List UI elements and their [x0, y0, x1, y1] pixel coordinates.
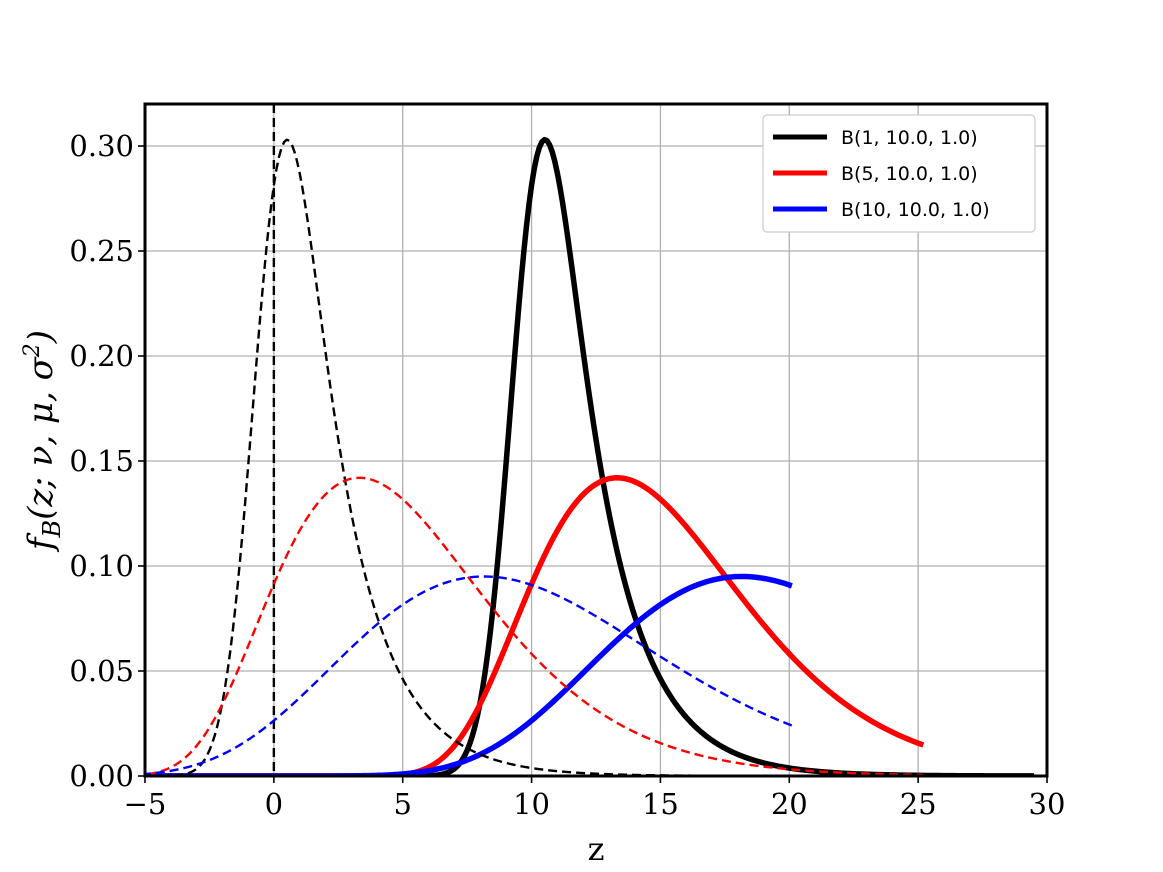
x-tick-label: −5: [124, 787, 167, 821]
x-tick-label: 0: [265, 787, 283, 821]
y-tick-label: 0.30: [69, 129, 134, 163]
y-label-close: ): [21, 330, 61, 344]
axes-border: [143, 102, 1049, 778]
x-tick-label: 25: [900, 787, 937, 821]
x-tick-label: 5: [393, 787, 411, 821]
y-tick-label: 0.20: [69, 339, 134, 373]
series-line-dashed: [145, 138, 1035, 776]
axes-frame: [143, 102, 1049, 778]
x-axis-label: z: [588, 830, 605, 868]
legend-label-2: B(10, 10.0, 1.0): [841, 199, 990, 221]
x-tick-label: 20: [771, 787, 808, 821]
svg-text:fB(z; ν, μ, σ2): fB(z; ν, μ, σ2): [20, 330, 66, 553]
series-line-dashed: [145, 476, 924, 776]
x-tick-label: 30: [1029, 787, 1066, 821]
legend-label-0: B(1, 10.0, 1.0): [841, 127, 978, 149]
y-label-args: (z; ν, μ, σ: [21, 356, 61, 519]
series-line: [145, 475, 925, 776]
y-tick-label: 0.00: [69, 759, 134, 793]
legend-box: [762, 114, 1036, 233]
y-axis-label: fB(z; ν, μ, σ2): [20, 330, 66, 553]
x-tick-label: 15: [642, 787, 679, 821]
ticks: −5 0 5 10 15 20 25 30 0.00 0.05 0.10 0.15 0.20 0.25 0.…: [69, 129, 1065, 821]
y-tick-label: 0.05: [69, 654, 134, 688]
x-tick-label: 10: [513, 787, 550, 821]
legend-label-1: B(5, 10.0, 1.0): [841, 163, 978, 185]
series-line-dashed: [145, 575, 793, 776]
y-label-sup: 2: [20, 343, 45, 358]
y-tick-label: 0.15: [69, 444, 134, 478]
y-label-sub: B: [38, 520, 66, 539]
y-tick-label: 0.10: [69, 549, 134, 583]
y-tick-label: 0.25: [69, 234, 134, 268]
legend: B(1, 10.0, 1.0) B(5, 10.0, 1.0) B(10, 10…: [762, 114, 1036, 233]
